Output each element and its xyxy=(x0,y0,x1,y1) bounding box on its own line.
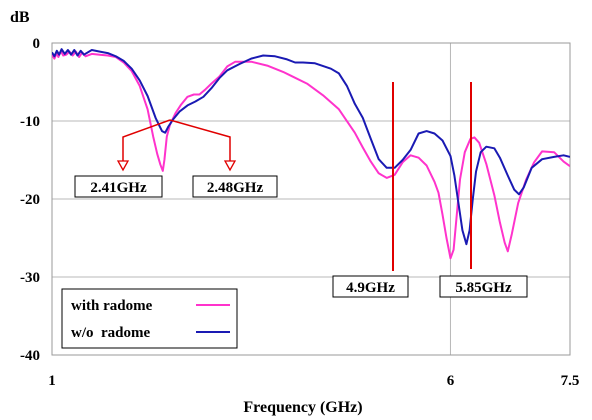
x-tick-label: 1 xyxy=(48,373,56,389)
arrowhead-2p48 xyxy=(223,160,237,172)
series-layer xyxy=(52,48,570,260)
y-tick-label: -20 xyxy=(20,192,40,208)
y-tick-label: -30 xyxy=(20,270,40,286)
callout-arrow-2p48 xyxy=(169,119,231,161)
x-tick-label: 6 xyxy=(447,373,455,389)
legend-box xyxy=(61,288,238,349)
x-axis-label: Frequency (GHz) xyxy=(243,399,362,416)
y-tick-labels: 0 -10 -20 -30 -40 xyxy=(20,36,40,364)
x-tick-label: 7.5 xyxy=(561,373,580,389)
series-line-without-radome xyxy=(52,48,570,246)
y-tick-label: -10 xyxy=(20,114,40,130)
annotations: 2.41GHz 2.48GHz 4.9GHz 5.85GHz xyxy=(74,82,528,298)
callout-4p9: 4.9GHz xyxy=(332,275,409,298)
arrowhead-2p41 xyxy=(116,160,130,172)
legend-label-with-radome: with radome xyxy=(71,298,153,314)
callout-5p85: 5.85GHz xyxy=(439,275,528,298)
callout-label-4p9: 4.9GHz xyxy=(346,280,395,296)
callout-label-2p41: 2.41GHz xyxy=(90,180,147,196)
y-tick-label: 0 xyxy=(33,36,41,52)
series-line-with-radome xyxy=(52,49,570,260)
callout-label-2p48: 2.48GHz xyxy=(207,180,264,196)
callout-arrow-2p41 xyxy=(122,119,171,161)
legend-label-without-radome: w/o radome xyxy=(71,325,150,341)
y-tick-label: -40 xyxy=(20,348,40,364)
plot-frame xyxy=(51,42,571,356)
callout-label-5p85: 5.85GHz xyxy=(455,280,512,296)
callout-2p41: 2.41GHz xyxy=(74,175,163,198)
x-tick-labels: 1 6 7.5 xyxy=(48,373,579,389)
callout-2p48: 2.48GHz xyxy=(192,175,278,198)
y-axis-label: dB xyxy=(10,9,30,26)
legend: with radome w/o radome xyxy=(61,288,238,349)
